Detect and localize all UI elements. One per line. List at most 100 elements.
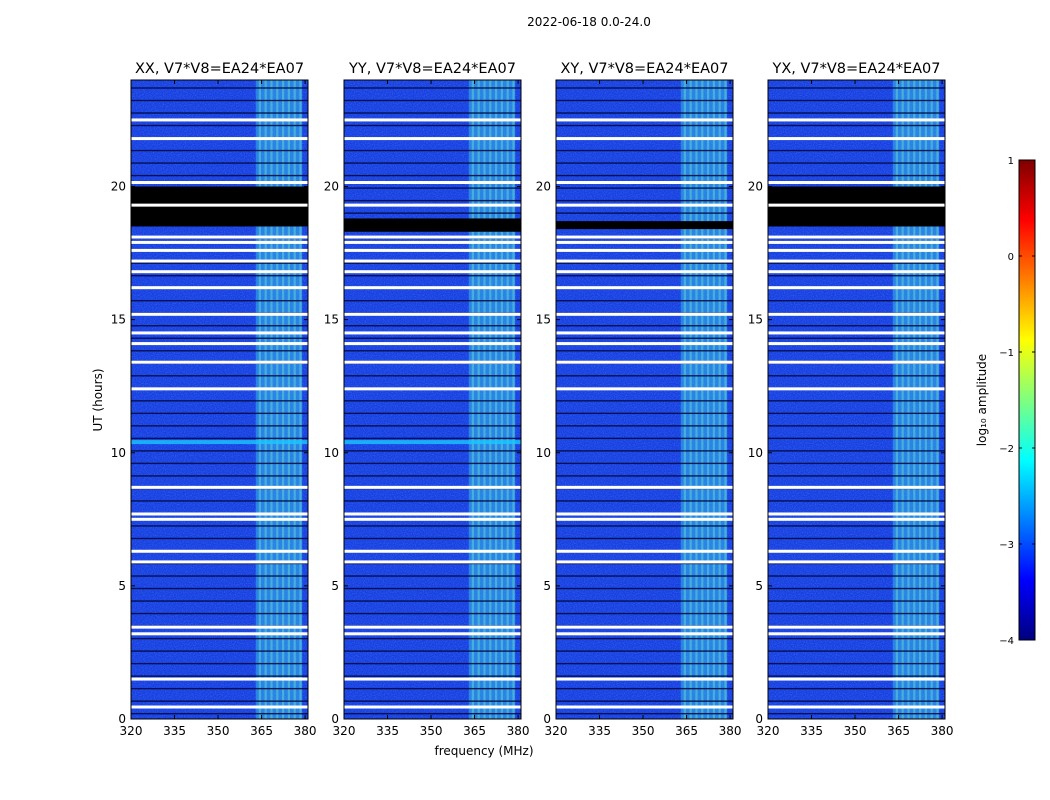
dark-row [344,700,521,702]
dark-row [768,612,945,615]
rfi-channel-streak [494,80,498,719]
flagged-row [344,286,521,290]
flagged-row [556,203,733,207]
dark-row [556,437,733,440]
dark-row [131,537,308,540]
dark-row [344,637,521,640]
x-tick-label: 335 [163,724,186,738]
dark-row [344,262,521,264]
flagged-row [556,342,733,346]
flagged-row [556,235,733,239]
flagged-row [344,677,521,681]
dark-row [344,87,521,89]
dark-row [344,187,521,189]
rfi-channel-streak [287,80,290,719]
dark-row [344,650,521,652]
y-tick-label: 20 [748,180,763,194]
colorbar-tick-label: −2 [999,444,1014,455]
flagged-row [768,203,945,207]
flagged-row [768,387,945,391]
flagged-row [344,560,521,564]
flagged-row [556,387,733,391]
dark-row [556,149,733,152]
y-tick-label: 20 [324,180,339,194]
dark-row [556,400,733,402]
dark-row [556,112,733,114]
dark-row [344,400,521,402]
rfi-channel-streak [695,80,698,719]
dark-row [768,300,945,302]
dark-row [768,274,945,277]
rfi-channel-streak [724,80,727,719]
y-tick-label: 15 [111,313,126,327]
dark-row [768,537,945,540]
dark-row [768,562,945,565]
dark-row [344,300,521,302]
panel-title: YX, V7*V8=EA24*EA07 [771,61,940,77]
x-tick-label: 350 [844,724,867,738]
panel-title: XX, V7*V8=EA24*EA07 [135,61,304,77]
y-tick-label: 10 [748,446,763,460]
flagged-row [556,331,733,335]
flagged-row [131,632,308,636]
flagged-row [556,517,733,521]
panel-3: XY, V7*V8=EA24*EA07 320 335 350 365 380 0 5 10 15… [536,61,742,738]
y-tick-label: 5 [118,579,126,593]
dark-row [131,412,308,415]
dark-row [131,612,308,615]
x-tick-label: 320 [120,724,143,738]
dark-row [131,462,308,465]
dark-row [556,687,733,690]
dark-row [556,262,733,264]
dark-row [131,500,308,502]
rfi-channel-streak [901,80,904,719]
dark-row [344,350,521,352]
flagged-row [344,632,521,636]
dark-row [556,174,733,177]
dark-row [556,587,733,590]
figure-title: 2022-06-18 0.0-24.0 [527,15,651,29]
rfi-channel-streak [489,80,492,719]
flagged-row [768,137,945,141]
dark-row [556,575,733,577]
dark-row [556,199,733,202]
axes-frame [130,79,309,720]
flagged-row [768,181,945,185]
flagged-row [344,240,521,244]
dark-row [768,162,945,164]
y-tick-label: 15 [748,313,763,327]
y-tick-label: 15 [536,313,551,327]
flagged-row [768,270,945,274]
dark-row [344,337,521,339]
dark-row [131,149,308,152]
dark-row [556,87,733,89]
flagged-row [344,235,521,239]
rfi-channel-streak [913,80,916,719]
flagged-row [131,286,308,290]
dark-row [556,325,733,327]
flagged-row [131,270,308,274]
rfi-channel-streak [924,80,927,719]
dark-row [344,124,521,127]
dark-row [131,525,308,527]
dark-row [344,450,521,452]
flagged-row [131,181,308,185]
dark-row [131,400,308,402]
rfi-channel-streak [299,80,302,719]
y-tick-label: 20 [111,180,126,194]
flagged-row [131,331,308,335]
flagged-row [131,677,308,681]
flagged-row [131,312,308,316]
x-tick-label: 380 [294,724,317,738]
dark-row [344,675,521,677]
y-tick-label: 15 [324,313,339,327]
flagged-row [768,560,945,564]
dark-row [556,475,733,477]
dark-row [768,350,945,352]
dark-row [344,500,521,502]
y-tick-label: 0 [331,712,339,726]
rfi-time-band [131,440,308,445]
flagged-row [768,342,945,346]
flagged-row [768,118,945,122]
